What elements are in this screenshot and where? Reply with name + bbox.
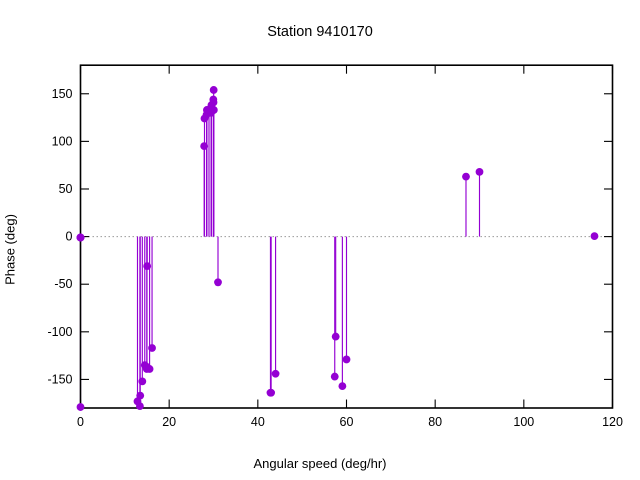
svg-text:100: 100 (513, 415, 534, 429)
svg-text:-100: -100 (47, 325, 72, 339)
svg-text:80: 80 (428, 415, 442, 429)
svg-text:0: 0 (66, 230, 73, 244)
svg-text:50: 50 (59, 182, 73, 196)
svg-text:60: 60 (340, 415, 354, 429)
svg-text:-150: -150 (47, 372, 72, 386)
svg-text:40: 40 (251, 415, 265, 429)
svg-text:-50: -50 (54, 277, 72, 291)
svg-text:0: 0 (77, 415, 84, 429)
svg-text:150: 150 (52, 87, 73, 101)
svg-text:100: 100 (52, 134, 73, 148)
svg-text:120: 120 (602, 415, 623, 429)
svg-text:20: 20 (162, 415, 176, 429)
